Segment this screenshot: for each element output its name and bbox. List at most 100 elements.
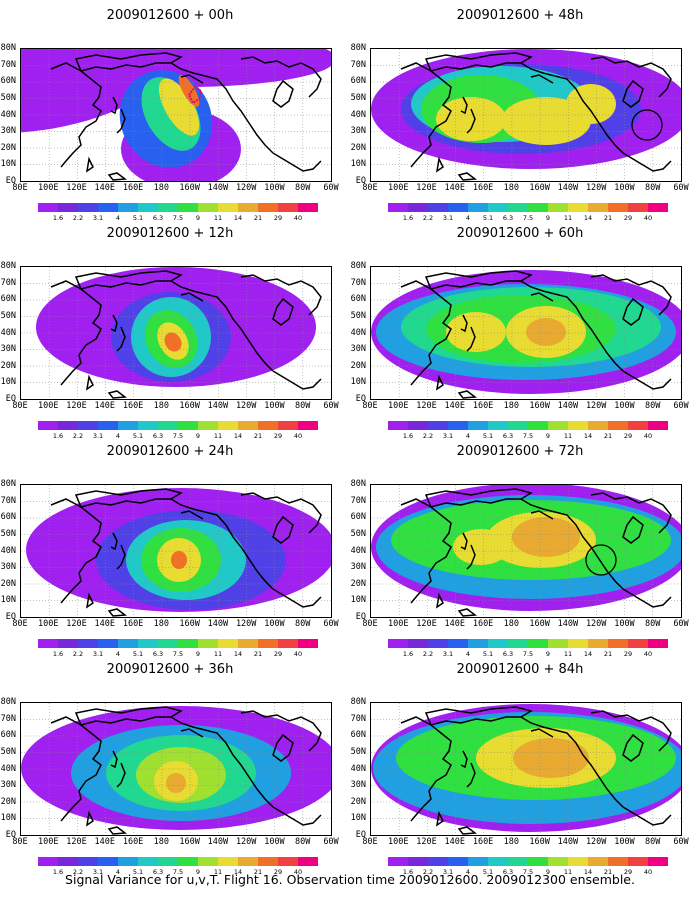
lat-label: EQ xyxy=(355,830,366,840)
colorbar-label: 1.6 xyxy=(402,432,414,440)
colorbar-label: 4 xyxy=(115,868,121,876)
lat-label: 80N xyxy=(0,261,16,271)
colorbar-label: 6.3 xyxy=(152,868,164,876)
lon-label: 60W xyxy=(323,401,339,411)
coastline xyxy=(622,515,644,544)
lon-label: 60W xyxy=(673,401,689,411)
lat-label: 40N xyxy=(350,545,366,556)
colorbar-swatch xyxy=(298,421,318,430)
lon-label: 160E xyxy=(472,183,494,193)
colorbar-swatch xyxy=(448,421,468,430)
coastline xyxy=(180,510,204,520)
colorbar-swatch xyxy=(138,639,158,648)
lon-label: 140W xyxy=(557,401,579,411)
lat-label: 30N xyxy=(0,344,16,355)
lat-label: EQ xyxy=(5,176,16,186)
coastline xyxy=(240,56,322,98)
colorbar-label: 4 xyxy=(465,868,471,876)
colorbar-swatch xyxy=(388,421,408,430)
lat-label: 80N xyxy=(0,479,16,489)
lat-label: EQ xyxy=(355,394,366,404)
coastline xyxy=(622,297,644,326)
coastline xyxy=(180,728,204,738)
coastline xyxy=(272,79,294,108)
colorbar-swatch xyxy=(588,857,608,866)
coastline xyxy=(460,532,468,551)
coastline xyxy=(272,370,322,390)
lat-label: 70N xyxy=(0,59,16,70)
colorbar-label: 3.1 xyxy=(442,650,454,658)
colorbar-label: 7.5 xyxy=(172,432,184,440)
coastline xyxy=(85,810,94,827)
coastline xyxy=(457,390,478,399)
lat-label: 70N xyxy=(350,59,366,70)
colorbar-swatch xyxy=(298,639,318,648)
lat-label: 70N xyxy=(0,277,16,288)
lat-label: 80N xyxy=(350,697,366,707)
lon-label: 80W xyxy=(295,401,311,411)
lon-label: 160E xyxy=(122,183,144,193)
lon-label: 180 xyxy=(503,837,520,847)
lat-label: 40N xyxy=(0,109,16,120)
lon-label: 120W xyxy=(585,183,607,193)
lat-label: 50N xyxy=(350,92,366,103)
lat-label: 20N xyxy=(350,142,366,153)
colorbar-label: 9 xyxy=(195,214,201,222)
colorbar-label: 2.2 xyxy=(422,868,434,876)
lat-label: 10N xyxy=(350,813,366,824)
colorbar-label: 14 xyxy=(583,214,593,222)
coastline xyxy=(110,96,118,115)
colorbar-swatch xyxy=(568,857,588,866)
panel-title: 2009012600 + 00h xyxy=(106,8,234,23)
variance-map xyxy=(20,702,332,836)
observation-circle xyxy=(631,109,663,141)
coastline xyxy=(110,750,118,769)
lon-label: 120E xyxy=(416,401,437,411)
colorbar-label: 7.5 xyxy=(522,432,534,440)
lat-label: 30N xyxy=(350,344,366,355)
colorbar-label: 21 xyxy=(253,214,263,222)
colorbar-label: 29 xyxy=(623,868,633,876)
colorbar-swatch xyxy=(388,639,408,648)
colorbar-swatch xyxy=(448,639,468,648)
colorbar-swatch xyxy=(608,857,628,866)
lon-label: 120W xyxy=(585,619,607,629)
colorbar-swatch xyxy=(238,421,258,430)
coastline xyxy=(107,826,128,835)
lat-label: 70N xyxy=(350,495,366,506)
lon-label: 120W xyxy=(235,619,257,629)
variance-contour xyxy=(526,318,566,346)
lon-label: 160W xyxy=(179,183,200,193)
colorbar-label: 1.6 xyxy=(52,432,64,440)
lat-label: 10N xyxy=(350,377,366,388)
colorbar-swatch xyxy=(508,639,528,648)
lat-label: 50N xyxy=(350,528,366,539)
colorbar-swatch xyxy=(258,639,278,648)
coastline xyxy=(590,274,672,316)
lon-label: 120E xyxy=(66,401,87,411)
lon-label: 80E xyxy=(362,401,378,411)
lat-label: EQ xyxy=(5,394,16,404)
lon-label: 120W xyxy=(235,837,257,847)
coastline xyxy=(466,108,476,134)
colorbar-label: 21 xyxy=(603,650,613,658)
lat-label: 20N xyxy=(350,360,366,371)
lon-label: 60W xyxy=(673,837,689,847)
lon-label: 120E xyxy=(416,619,437,629)
coastline xyxy=(272,733,294,762)
coastline xyxy=(272,515,294,544)
colorbar-swatch xyxy=(38,639,58,648)
lat-label: 10N xyxy=(0,813,16,824)
colorbar-label: 2.2 xyxy=(72,868,84,876)
lat-label: 50N xyxy=(0,92,16,103)
colorbar-swatch xyxy=(218,203,238,212)
lon-label: 80W xyxy=(295,837,311,847)
colorbar-swatch xyxy=(158,857,178,866)
lon-label: 160W xyxy=(529,619,550,629)
colorbar-label: 21 xyxy=(603,432,613,440)
colorbar-label: 21 xyxy=(603,214,613,222)
coastline xyxy=(590,710,672,752)
coastline xyxy=(272,806,322,826)
lat-label: 70N xyxy=(350,277,366,288)
colorbar-label: 29 xyxy=(623,650,633,658)
